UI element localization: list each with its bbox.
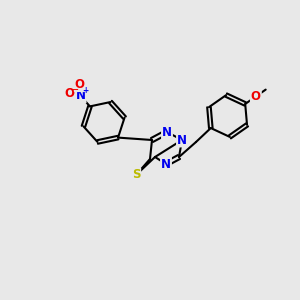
Text: N: N	[161, 158, 171, 170]
Text: N: N	[177, 134, 187, 146]
Text: S: S	[132, 169, 140, 182]
Text: +: +	[82, 86, 89, 95]
Text: N: N	[76, 89, 85, 103]
Text: O: O	[251, 90, 261, 103]
Text: O: O	[75, 78, 85, 91]
Text: N: N	[162, 125, 172, 139]
Text: −: −	[71, 85, 78, 94]
Text: O: O	[64, 88, 74, 100]
